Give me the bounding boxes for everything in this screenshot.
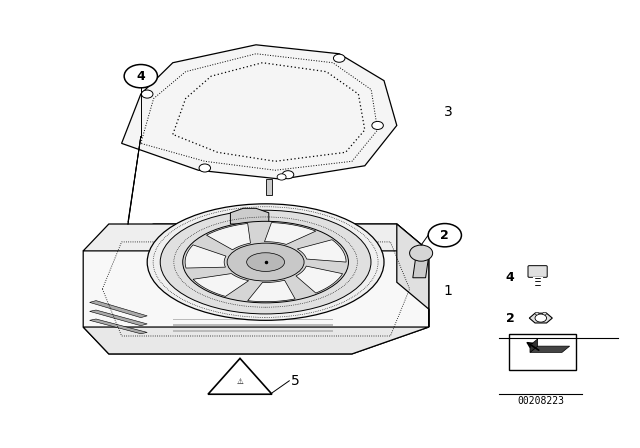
Polygon shape xyxy=(185,245,226,268)
Circle shape xyxy=(535,314,547,322)
Polygon shape xyxy=(83,224,429,251)
Polygon shape xyxy=(397,224,429,327)
Circle shape xyxy=(372,121,383,129)
Polygon shape xyxy=(530,339,538,353)
Text: 4: 4 xyxy=(506,271,515,284)
Polygon shape xyxy=(264,223,316,245)
Text: 00208223: 00208223 xyxy=(517,396,564,406)
Text: ⚠: ⚠ xyxy=(237,377,243,386)
Polygon shape xyxy=(193,274,248,297)
Ellipse shape xyxy=(160,210,371,314)
Polygon shape xyxy=(83,224,429,354)
Circle shape xyxy=(535,312,539,315)
Polygon shape xyxy=(529,313,552,323)
Ellipse shape xyxy=(147,204,384,320)
Text: 4: 4 xyxy=(136,69,145,83)
Polygon shape xyxy=(90,310,147,326)
Polygon shape xyxy=(413,255,429,278)
Text: 1: 1 xyxy=(444,284,452,298)
Text: 3: 3 xyxy=(444,105,452,119)
Polygon shape xyxy=(122,45,397,179)
Polygon shape xyxy=(298,240,346,262)
Polygon shape xyxy=(173,330,333,332)
Circle shape xyxy=(428,224,461,247)
Circle shape xyxy=(141,90,153,98)
Text: 2: 2 xyxy=(440,228,449,242)
Ellipse shape xyxy=(246,253,285,271)
Polygon shape xyxy=(230,208,269,224)
Circle shape xyxy=(124,65,157,88)
FancyBboxPatch shape xyxy=(528,266,547,277)
Polygon shape xyxy=(248,280,295,302)
Text: 2: 2 xyxy=(506,311,515,325)
Polygon shape xyxy=(83,327,429,354)
Polygon shape xyxy=(90,301,147,318)
Circle shape xyxy=(282,171,294,179)
Ellipse shape xyxy=(227,243,304,281)
Polygon shape xyxy=(173,324,333,326)
Circle shape xyxy=(333,54,345,62)
Polygon shape xyxy=(173,319,333,320)
Ellipse shape xyxy=(183,221,348,303)
Circle shape xyxy=(543,312,547,315)
Polygon shape xyxy=(90,319,147,334)
Circle shape xyxy=(277,174,286,180)
Polygon shape xyxy=(207,224,250,250)
Polygon shape xyxy=(530,346,570,353)
Circle shape xyxy=(410,245,433,261)
Text: 5: 5 xyxy=(291,374,300,388)
Polygon shape xyxy=(296,266,342,293)
Circle shape xyxy=(199,164,211,172)
Polygon shape xyxy=(266,179,272,195)
